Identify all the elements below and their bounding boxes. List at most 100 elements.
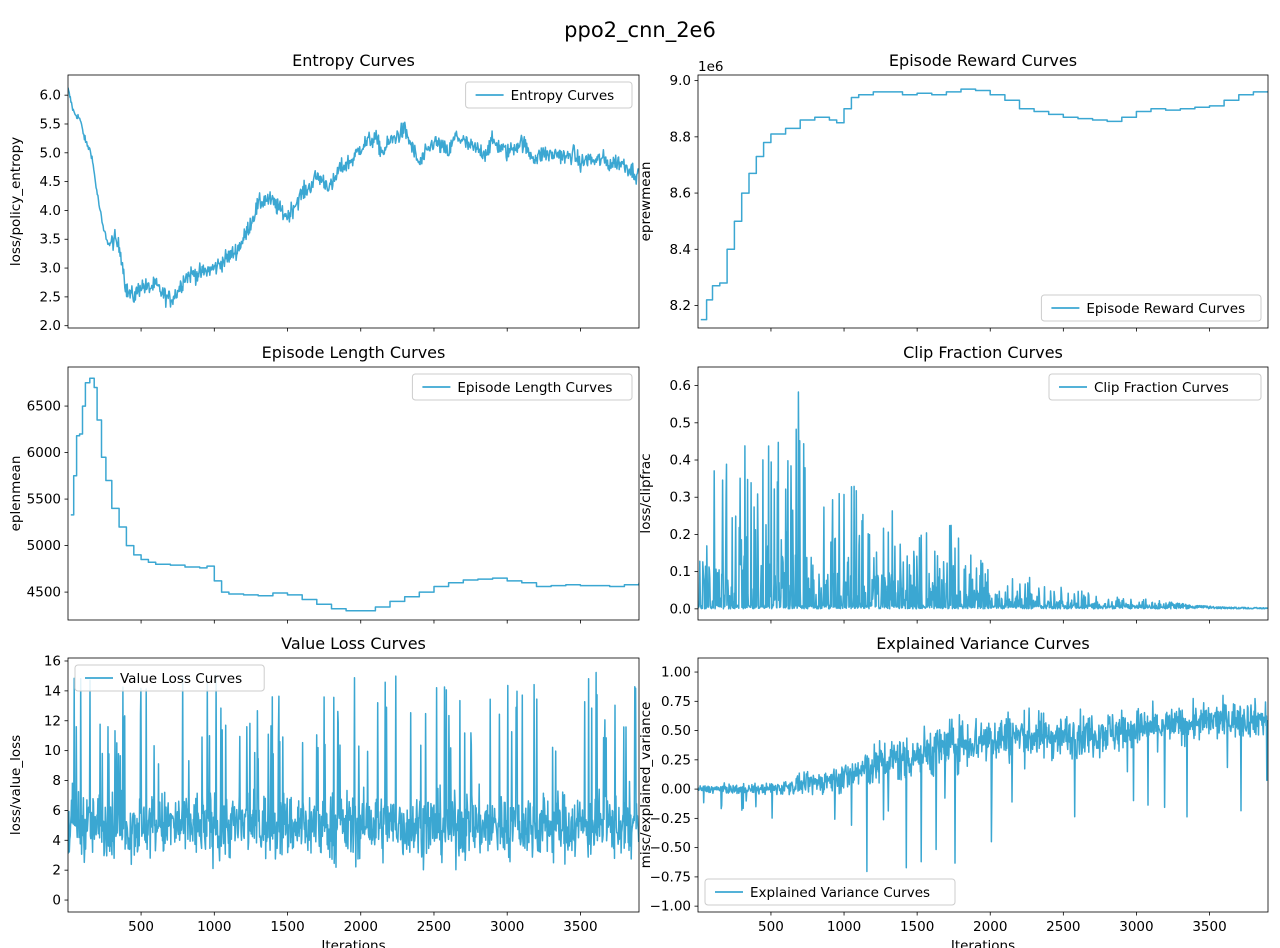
subplot-1-ytick-label: 8.6 xyxy=(670,186,691,202)
subplot-2-ylabel: eplenmean xyxy=(8,456,24,532)
subplot-3-ytick-label: 0.6 xyxy=(670,378,691,394)
subplot-5-xtick-label: 1000 xyxy=(827,919,861,935)
subplot-5-ytick-label: −1.00 xyxy=(650,899,691,915)
subplot-0-ytick-label: 3.0 xyxy=(40,261,61,277)
subplot-0-ytick-label: 4.0 xyxy=(40,203,61,219)
subplot-0-ytick-label: 4.5 xyxy=(40,174,61,190)
subplot-4-xtick-label: 2500 xyxy=(417,919,451,935)
subplot-0-legend-box xyxy=(465,81,633,109)
subplot-2-ytick-label: 6500 xyxy=(27,399,61,415)
subplot-1-legend-label: Episode Reward Curves xyxy=(1086,301,1245,317)
subplot-5-ytick-label: 0.25 xyxy=(661,752,691,768)
subplot-3-ytick-label: 0.4 xyxy=(670,453,691,469)
subplot-2-legend-box xyxy=(411,373,633,401)
subplot-4-xlabel: Iterations xyxy=(321,938,385,948)
subplot-5-axes-frame xyxy=(697,657,1269,913)
subplot-3-legend-box xyxy=(1048,373,1262,401)
subplot-2-ytick-label: 6000 xyxy=(27,445,61,461)
subplot-1-ytick-label: 8.4 xyxy=(670,242,691,258)
subplot-0-ytick-label: 5.0 xyxy=(40,145,61,161)
subplot-5-xtick-label: 2500 xyxy=(1046,919,1080,935)
subplot-5-xtick-label: 3500 xyxy=(1192,919,1226,935)
subplot-1-offset-label: 1e6 xyxy=(698,59,723,75)
subplot-3-ytick-label: 0.3 xyxy=(670,490,691,506)
subplot-2-axes-frame xyxy=(67,366,640,621)
subplot-4-ytick-label: 0 xyxy=(52,893,61,909)
subplot-2-title: Episode Length Curves xyxy=(262,343,446,362)
subplot-1-legend: Episode Reward Curves xyxy=(1040,294,1262,322)
subplot-2: Episode Length Curves 4500 5000 5500 6000 650… xyxy=(8,343,640,624)
subplot-5-legend-box xyxy=(704,878,956,906)
subplot-5-ytick-label: 1.00 xyxy=(661,665,691,681)
subplot-4-legend-box xyxy=(74,664,265,692)
subplot-4-ytick-label: 8 xyxy=(52,773,61,789)
subplot-4-xtick-label: 1000 xyxy=(197,919,231,935)
subplot-4-ytick-label: 16 xyxy=(44,653,61,669)
subplot-1-ylabel: eprewmean xyxy=(638,162,654,242)
subplot-5-ytick-label: −0.25 xyxy=(650,811,691,827)
subplot-2-ytick-label: 5500 xyxy=(27,492,61,508)
subplot-5-title: Explained Variance Curves xyxy=(876,634,1089,653)
subplot-3: Clip Fraction Curves 0.0 0.1 0.2 0.3 0.4 0.5 0.… xyxy=(638,343,1269,624)
subplot-1-series-line xyxy=(700,88,1268,321)
subplot-3-ylabel: loss/clipfrac xyxy=(638,453,654,533)
subplot-4-ytick-label: 4 xyxy=(52,833,61,849)
subplot-3-ytick-label: 0.5 xyxy=(670,415,691,431)
subplot-0-ytick-label: 2.5 xyxy=(40,289,61,305)
subplot-4-ytick-label: 12 xyxy=(44,713,61,729)
subplot-5-xlabel: Iterations xyxy=(951,938,1015,948)
subplot-0-ylabel: loss/policy_entropy xyxy=(8,137,24,266)
subplot-0-series-line xyxy=(68,87,639,308)
subplot-3-title: Clip Fraction Curves xyxy=(903,343,1063,362)
subplot-4-xtick-label: 1500 xyxy=(270,919,304,935)
subplot-4-xtick-label: 500 xyxy=(128,919,154,935)
subplot-5-ytick-label: 0.50 xyxy=(661,723,691,739)
subplot-4-xtick-label: 3000 xyxy=(490,919,524,935)
subplot-2-legend: Episode Length Curves xyxy=(411,373,633,401)
subplot-4-axes-frame xyxy=(67,657,640,913)
subplot-0-legend-label: Entropy Curves xyxy=(511,88,615,104)
subplot-1-legend-box xyxy=(1040,294,1262,322)
subplot-2-series-line xyxy=(70,377,639,612)
subplot-1-ytick-label: 9.0 xyxy=(670,73,691,89)
subplot-2-ytick-label: 5000 xyxy=(27,538,61,554)
subplot-5-ytick-label: 0.00 xyxy=(661,782,691,798)
subplot-5-ylabel: misc/explained_variance xyxy=(638,702,654,869)
subplot-4-ytick-label: 2 xyxy=(52,863,61,879)
subplot-4: Value Loss Curves 0 2 4 6 8 10 12 14 16 500 1000 150… xyxy=(8,634,640,948)
subplot-5-xtick-label: 1500 xyxy=(900,919,934,935)
subplot-5-xtick-label: 2000 xyxy=(973,919,1007,935)
subplot-4-ytick-label: 6 xyxy=(52,803,61,819)
subplot-5-ytick-label: −0.50 xyxy=(650,840,691,856)
subplot-4-xtick-label: 3500 xyxy=(563,919,597,935)
subplot-1-ytick-label: 8.2 xyxy=(670,298,691,314)
subplot-1-axes-frame xyxy=(697,74,1269,329)
subplot-4-ytick-label: 10 xyxy=(44,743,61,759)
subplot-2-legend-label: Episode Length Curves xyxy=(457,380,612,396)
subplot-5-xtick-label: 3000 xyxy=(1119,919,1153,935)
subplot-5-legend-label: Explained Variance Curves xyxy=(750,885,930,901)
subplot-4-ytick-label: 14 xyxy=(44,683,61,699)
subplot-5-series-line xyxy=(698,694,1268,873)
subplot-1-ytick-label: 8.8 xyxy=(670,129,691,145)
subplot-4-xtick-label: 2000 xyxy=(344,919,378,935)
subplot-1: Episode Reward Curves 8.2 8.4 8.6 8.8 9.0 epre… xyxy=(638,51,1269,332)
subplot-4-legend: Value Loss Curves xyxy=(74,664,265,692)
subplot-0-ytick-label: 2.0 xyxy=(40,318,61,334)
subplot-3-ytick-label: 0.1 xyxy=(670,564,691,580)
subplot-0: Entropy Curves 2.0 2.5 3.0 3.5 4.0 4.5 5.0 5.5 6.… xyxy=(8,51,640,334)
subplot-3-legend: Clip Fraction Curves xyxy=(1048,373,1262,401)
subplot-grid: Entropy Curves 2.0 2.5 3.0 3.5 4.0 4.5 5.0 5.5 6.… xyxy=(8,51,1269,948)
subplot-0-ytick-label: 5.5 xyxy=(40,116,61,132)
subplot-0-ytick-label: 6.0 xyxy=(40,88,61,104)
subplot-4-title: Value Loss Curves xyxy=(281,634,426,653)
figure-suptitle: ppo2_cnn_2e6 xyxy=(564,18,716,43)
subplot-3-ytick-label: 0.2 xyxy=(670,527,691,543)
subplot-5-legend: Explained Variance Curves xyxy=(704,878,956,906)
subplot-0-axes-frame xyxy=(67,74,640,329)
subplot-5-ytick-label: −0.75 xyxy=(650,869,691,885)
subplot-2-ytick-label: 4500 xyxy=(27,585,61,601)
subplot-3-ytick-label: 0.0 xyxy=(670,601,691,617)
